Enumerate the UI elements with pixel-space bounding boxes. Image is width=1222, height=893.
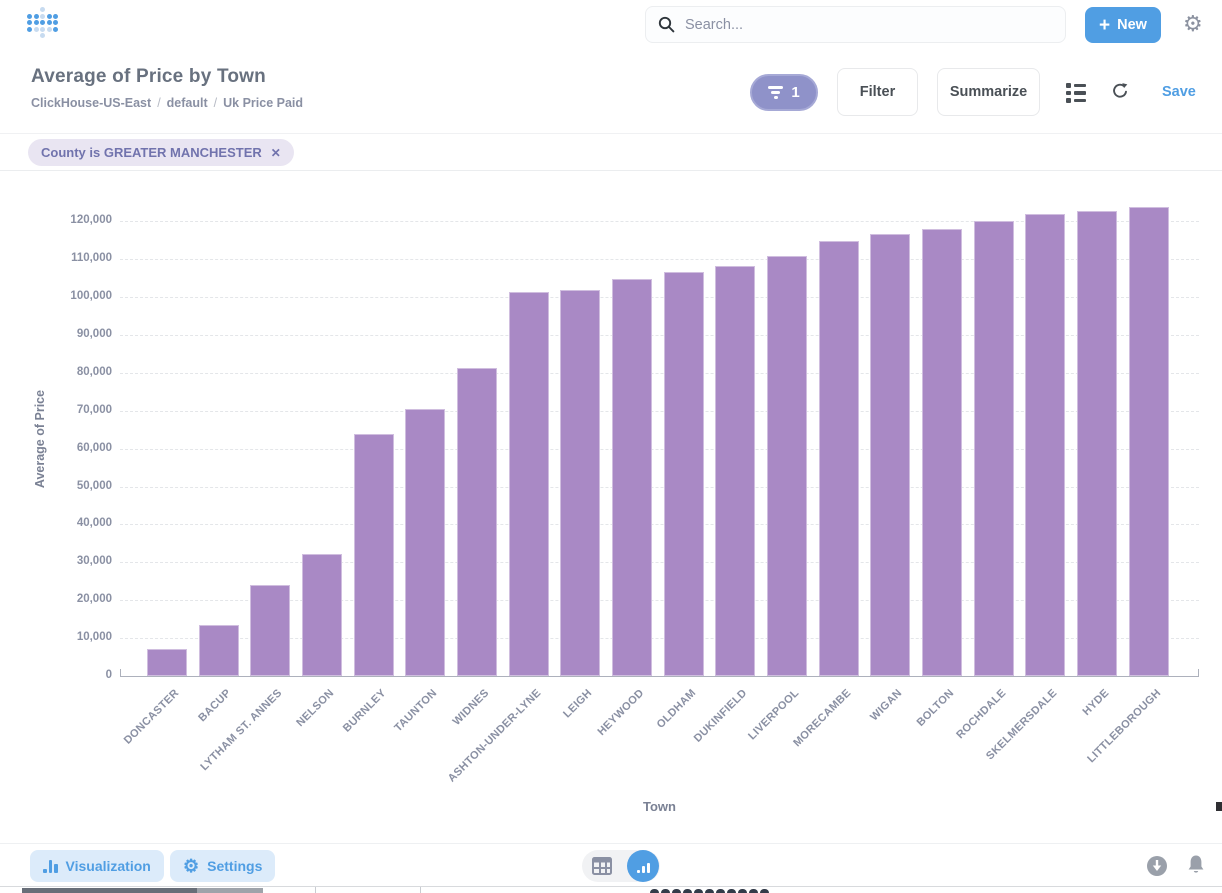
breadcrumb-separator: / [157, 96, 161, 110]
bar[interactable] [198, 625, 239, 676]
bar-chart-icon [43, 859, 58, 873]
y-axis-tick-label: 110,000 [71, 252, 112, 265]
bar[interactable] [560, 290, 601, 676]
filter-button[interactable]: Filter [837, 68, 918, 116]
refresh-icon[interactable] [1110, 81, 1130, 106]
gridline [120, 448, 1199, 450]
visualization-toggle [582, 850, 660, 882]
breadcrumb-database[interactable]: ClickHouse-US-East [31, 96, 152, 110]
filter-chip[interactable]: County is GREATER MANCHESTER ✕ [28, 139, 294, 166]
search-icon [658, 16, 675, 33]
page-title: Average of Price by Town [31, 66, 266, 87]
bar[interactable] [818, 240, 859, 676]
summarize-button[interactable]: Summarize [937, 68, 1040, 116]
search-bar[interactable] [645, 6, 1066, 43]
funnel-icon [768, 86, 784, 99]
top-nav: + New ⚙ [0, 0, 1222, 50]
bar[interactable] [250, 584, 291, 676]
visualization-label: Visualization [65, 858, 151, 874]
bar[interactable] [147, 649, 187, 676]
bar[interactable] [715, 265, 756, 676]
gridline [120, 600, 1199, 602]
bar[interactable] [508, 292, 549, 676]
axis-end-tick [1198, 669, 1199, 676]
bar[interactable] [663, 272, 704, 676]
y-axis-tick-label: 40,000 [76, 517, 112, 530]
search-input[interactable] [685, 16, 1053, 33]
bar[interactable] [973, 220, 1014, 676]
filter-strip: County is GREATER MANCHESTER ✕ [0, 133, 1222, 171]
bell-icon[interactable] [1186, 854, 1206, 881]
cutoff-content-strip [0, 886, 1222, 893]
breadcrumb-separator: / [213, 96, 218, 110]
new-button-label: New [1117, 17, 1147, 33]
chart-view-icon[interactable] [627, 850, 659, 882]
bar[interactable] [301, 553, 342, 676]
gridline [120, 410, 1199, 412]
y-axis-tick-label: 100,000 [70, 290, 112, 303]
cutoff-element [1216, 802, 1222, 811]
bar[interactable] [456, 368, 497, 676]
bar[interactable] [766, 255, 807, 676]
breadcrumb-table[interactable]: Uk Price Paid [223, 96, 304, 110]
bar[interactable] [1076, 210, 1117, 676]
settings-label: Settings [207, 858, 263, 874]
filter-count: 1 [791, 84, 800, 101]
footer-toolbar: Visualization ⚙ Settings [0, 843, 1222, 886]
y-axis-tick-label: 60,000 [76, 441, 112, 454]
plus-icon: + [1099, 14, 1111, 36]
gridline [120, 372, 1199, 374]
new-button[interactable]: + New [1085, 7, 1161, 43]
filter-chip-label: County is GREATER MANCHESTER [41, 145, 262, 160]
bar[interactable] [921, 228, 962, 676]
filter-count-pill[interactable]: 1 [750, 74, 818, 111]
list-icon[interactable] [1066, 83, 1086, 106]
bar[interactable] [1128, 207, 1169, 676]
y-axis-tick-label: 120,000 [70, 214, 112, 227]
title-block: Average of Price by Town ClickHouse-US-E… [31, 66, 303, 110]
visualization-button[interactable]: Visualization [30, 850, 164, 882]
bar[interactable] [870, 233, 911, 676]
metabase-logo-icon[interactable] [27, 7, 61, 43]
y-axis-tick-label: 0 [105, 669, 112, 681]
gridline [120, 335, 1199, 337]
gear-icon[interactable]: ⚙ [1183, 11, 1203, 36]
x-axis-title: Town [643, 799, 676, 814]
table-view-icon[interactable] [591, 855, 613, 882]
breadcrumb-schema[interactable]: default [166, 96, 208, 110]
gridline [120, 524, 1199, 526]
gridline [120, 486, 1199, 488]
download-icon[interactable] [1146, 855, 1168, 882]
bar[interactable] [611, 278, 652, 676]
bar[interactable] [1025, 214, 1066, 676]
breadcrumb[interactable]: ClickHouse-US-East / default / Uk Price Paid [31, 96, 303, 110]
settings-button[interactable]: ⚙ Settings [170, 850, 276, 882]
y-axis-tick-label: 80,000 [76, 365, 112, 378]
save-button[interactable]: Save [1162, 84, 1196, 100]
gridline [120, 638, 1199, 640]
x-axis-line [120, 676, 1199, 677]
y-axis-tick-label: 90,000 [76, 328, 112, 341]
y-axis-tick-label: 70,000 [76, 403, 112, 416]
close-icon[interactable]: ✕ [270, 145, 281, 160]
gridline [120, 297, 1199, 299]
gridline [120, 562, 1199, 564]
gridline [120, 221, 1199, 223]
bar[interactable] [405, 409, 446, 676]
y-axis-tick-label: 20,000 [76, 593, 112, 606]
axis-end-tick [120, 669, 121, 676]
y-axis-tick-label: 10,000 [76, 631, 112, 644]
gridline [120, 259, 1199, 261]
y-axis-tick-label: 50,000 [76, 479, 112, 492]
gear-icon: ⚙ [183, 856, 200, 876]
y-axis-tick-label: 30,000 [76, 555, 112, 568]
bar[interactable] [353, 433, 394, 676]
